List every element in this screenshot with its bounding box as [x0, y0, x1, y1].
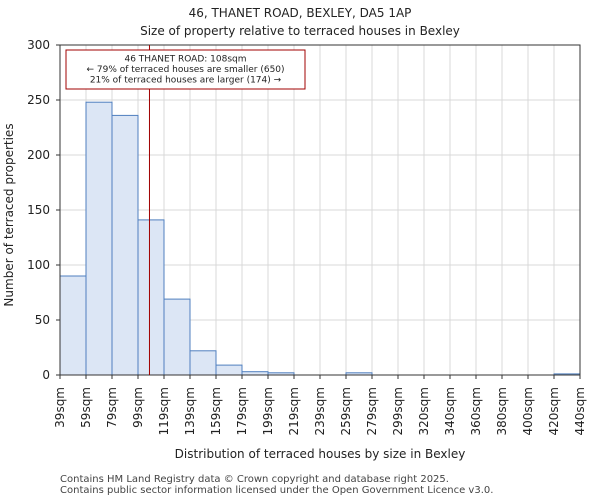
x-tick-label-380sqm: 380sqm: [495, 387, 509, 435]
x-tick-label-199sqm: 199sqm: [261, 387, 275, 435]
x-tick-label-119sqm: 119sqm: [157, 387, 171, 435]
bars: [59, 101, 581, 376]
annotation-line-1: 46 THANET ROAD: 108sqm: [124, 55, 246, 65]
bar-99sqm: [137, 219, 165, 376]
bar-39sqm: [59, 275, 87, 376]
x-tick-label-420sqm: 420sqm: [547, 387, 561, 435]
x-tick-label-239sqm: 239sqm: [313, 387, 327, 435]
footer-line-2: Contains public sector information licen…: [60, 485, 494, 496]
annotation-line-3: 21% of terraced houses are larger (174) …: [90, 76, 282, 86]
y-tick-label-250: 250: [27, 93, 50, 107]
x-tick-label-179sqm: 179sqm: [235, 387, 249, 435]
y-tick-label-150: 150: [27, 203, 50, 217]
x-tick-label-139sqm: 139sqm: [183, 387, 197, 435]
annotation-line-2: ← 79% of terraced houses are smaller (65…: [86, 65, 284, 75]
x-tick-label-159sqm: 159sqm: [209, 387, 223, 435]
bar-159sqm: [215, 364, 243, 376]
y-tick-labels: 0 50 100 150 200 250 300: [27, 38, 60, 382]
y-tick-label-50: 50: [35, 313, 50, 327]
x-tick-labels: 39sqm 59sqm 79sqm 99sqm 119sqm 139sqm 159sqm 17…: [53, 375, 587, 435]
x-tick-label-219sqm: 219sqm: [287, 387, 301, 435]
x-tick-label-259sqm: 259sqm: [339, 387, 353, 435]
y-tick-label-200: 200: [27, 148, 50, 162]
x-tick-label-39sqm: 39sqm: [53, 387, 67, 428]
x-tick-label-59sqm: 59sqm: [79, 387, 93, 428]
bar-119sqm: [163, 298, 191, 376]
bar-59sqm: [85, 101, 113, 376]
footer-line-1: Contains HM Land Registry data © Crown c…: [60, 474, 449, 485]
annotation-box: 46 THANET ROAD: 108sqm ← 79% of terraced…: [65, 49, 306, 90]
x-tick-label-440sqm: 440sqm: [573, 387, 587, 435]
y-axis-label: Number of terraced properties: [2, 123, 16, 306]
x-tick-label-340sqm: 340sqm: [443, 387, 457, 435]
x-tick-label-99sqm: 99sqm: [131, 387, 145, 428]
x-tick-label-320sqm: 320sqm: [417, 387, 431, 435]
x-axis-label: Distribution of terraced houses by size …: [175, 447, 466, 461]
bar-139sqm: [189, 350, 217, 376]
y-tick-label-100: 100: [27, 258, 50, 272]
x-tick-label-400sqm: 400sqm: [521, 387, 535, 435]
x-tick-label-299sqm: 299sqm: [391, 387, 405, 435]
chart-title: 46, THANET ROAD, BEXLEY, DA5 1AP: [189, 6, 412, 20]
chart-subtitle: Size of property relative to terraced ho…: [140, 24, 460, 38]
bar-79sqm: [111, 114, 139, 376]
x-tick-label-360sqm: 360sqm: [469, 387, 483, 435]
x-tick-label-79sqm: 79sqm: [105, 387, 119, 428]
y-tick-label-0: 0: [42, 368, 50, 382]
x-tick-label-279sqm: 279sqm: [365, 387, 379, 435]
y-tick-label-300: 300: [27, 38, 50, 52]
